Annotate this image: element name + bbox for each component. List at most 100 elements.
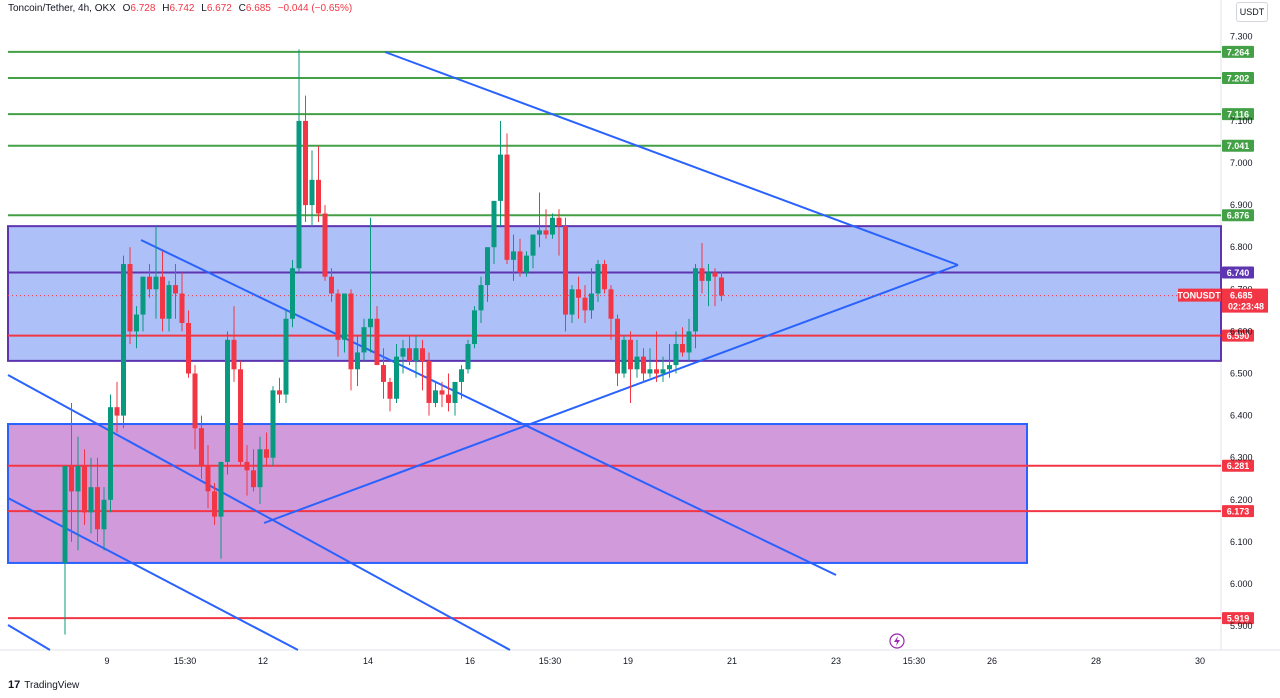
candle [524, 251, 529, 277]
candle-body [335, 293, 341, 340]
price-tick-label: 7.100 [1230, 116, 1253, 126]
level-badge-label: 5.919 [1227, 614, 1250, 624]
candle-body [478, 285, 484, 311]
candle-body [628, 339, 633, 370]
candle [303, 95, 308, 222]
candle [439, 381, 445, 408]
candle [368, 217, 373, 353]
candle-body [361, 327, 367, 353]
candle-body [667, 365, 672, 370]
candle-body [433, 390, 438, 403]
price-tick-label: 6.400 [1230, 411, 1253, 421]
candle [693, 264, 698, 349]
candle-body [134, 314, 139, 332]
open-label: O [122, 3, 131, 14]
symbol-price-tag-label: TONUSDT [1177, 291, 1221, 301]
candle [569, 285, 575, 323]
candle [257, 436, 263, 505]
candle [95, 457, 100, 542]
level-badge [1222, 612, 1254, 625]
candle-body [108, 407, 113, 500]
candle [160, 251, 165, 332]
candle-body [173, 285, 178, 294]
lightning-icon[interactable] [889, 633, 905, 649]
candle-body [283, 318, 289, 395]
tradingview-logo-text: TradingView [24, 679, 80, 691]
candle [576, 276, 581, 319]
candle [82, 449, 87, 526]
candle-body [524, 255, 529, 273]
candle-body [368, 318, 373, 328]
candle-body [673, 344, 679, 366]
candle-body [621, 339, 627, 374]
level-badge-label: 6.740 [1227, 268, 1250, 278]
candle [556, 209, 562, 256]
candle [179, 272, 185, 332]
candle-body [140, 276, 146, 315]
candle-body [504, 154, 510, 260]
candle [504, 133, 510, 265]
candle-body [472, 310, 477, 345]
candle-body [498, 154, 503, 201]
candle [361, 318, 367, 361]
time-tick-label: 9 [104, 656, 109, 666]
candle-body [485, 247, 490, 286]
level-badge-label: 7.116 [1227, 110, 1249, 120]
level-badge [1222, 459, 1254, 472]
zones-layer [7, 225, 1222, 564]
candle [478, 276, 484, 323]
price-tick-label: 6.800 [1230, 242, 1253, 252]
level-badge [1222, 139, 1254, 152]
symbol-header: Toncoin/Tether, 4h, OKX O6.728 H6.742 L6… [8, 3, 356, 14]
time-axis[interactable]: 9 15:30 12 14 16 15:30 19 21 23 15:30 26 28 30 [104, 656, 1205, 666]
candle [283, 310, 289, 403]
candle [641, 348, 646, 382]
candle-body [654, 369, 659, 374]
candle [140, 276, 146, 332]
candle [309, 150, 315, 227]
candle-body [693, 268, 698, 332]
candle [88, 457, 94, 534]
candle-body [303, 120, 308, 206]
candle-body [342, 293, 347, 340]
candle-body [69, 466, 74, 492]
price-axis[interactable]: 7.264 7.202 7.116 7.041 6.876 6.740 6.590 6.281… [1177, 32, 1268, 631]
candle [153, 226, 159, 319]
zone-purple [7, 423, 1028, 564]
candle [199, 415, 204, 479]
candle [290, 259, 295, 328]
candle-body [212, 491, 217, 517]
tradingview-logo[interactable]: 17 TradingView [8, 679, 79, 691]
candle-body [608, 289, 614, 319]
candle-body [296, 120, 302, 269]
candle [517, 238, 523, 277]
candle-body [686, 331, 692, 353]
candle-body [582, 297, 588, 311]
candle [335, 289, 341, 357]
candle [205, 445, 211, 509]
low-value: 6.672 [206, 3, 232, 14]
symbol-price-tag [1178, 288, 1221, 302]
descending-channel-line-1 [140, 239, 837, 576]
candle-body [153, 276, 159, 290]
candle-body [316, 179, 321, 214]
candle [277, 377, 282, 403]
level-badge [1222, 505, 1254, 518]
time-tick-label: 21 [727, 656, 737, 666]
candle-body [543, 230, 549, 235]
time-tick-label: 15:30 [539, 656, 562, 666]
candle-body [680, 344, 685, 353]
price-tick-label: 7.300 [1230, 32, 1253, 42]
level-badge-label: 6.876 [1227, 211, 1250, 221]
candle [472, 306, 477, 349]
candle-body [413, 348, 419, 361]
high-label: H [162, 3, 170, 14]
candle [244, 445, 250, 496]
currency-button[interactable]: USDT [1236, 2, 1268, 22]
candle-body [218, 461, 224, 517]
candle-body [329, 276, 334, 294]
candle [680, 327, 685, 357]
candle [706, 264, 711, 307]
open-value: 6.728 [130, 3, 156, 14]
